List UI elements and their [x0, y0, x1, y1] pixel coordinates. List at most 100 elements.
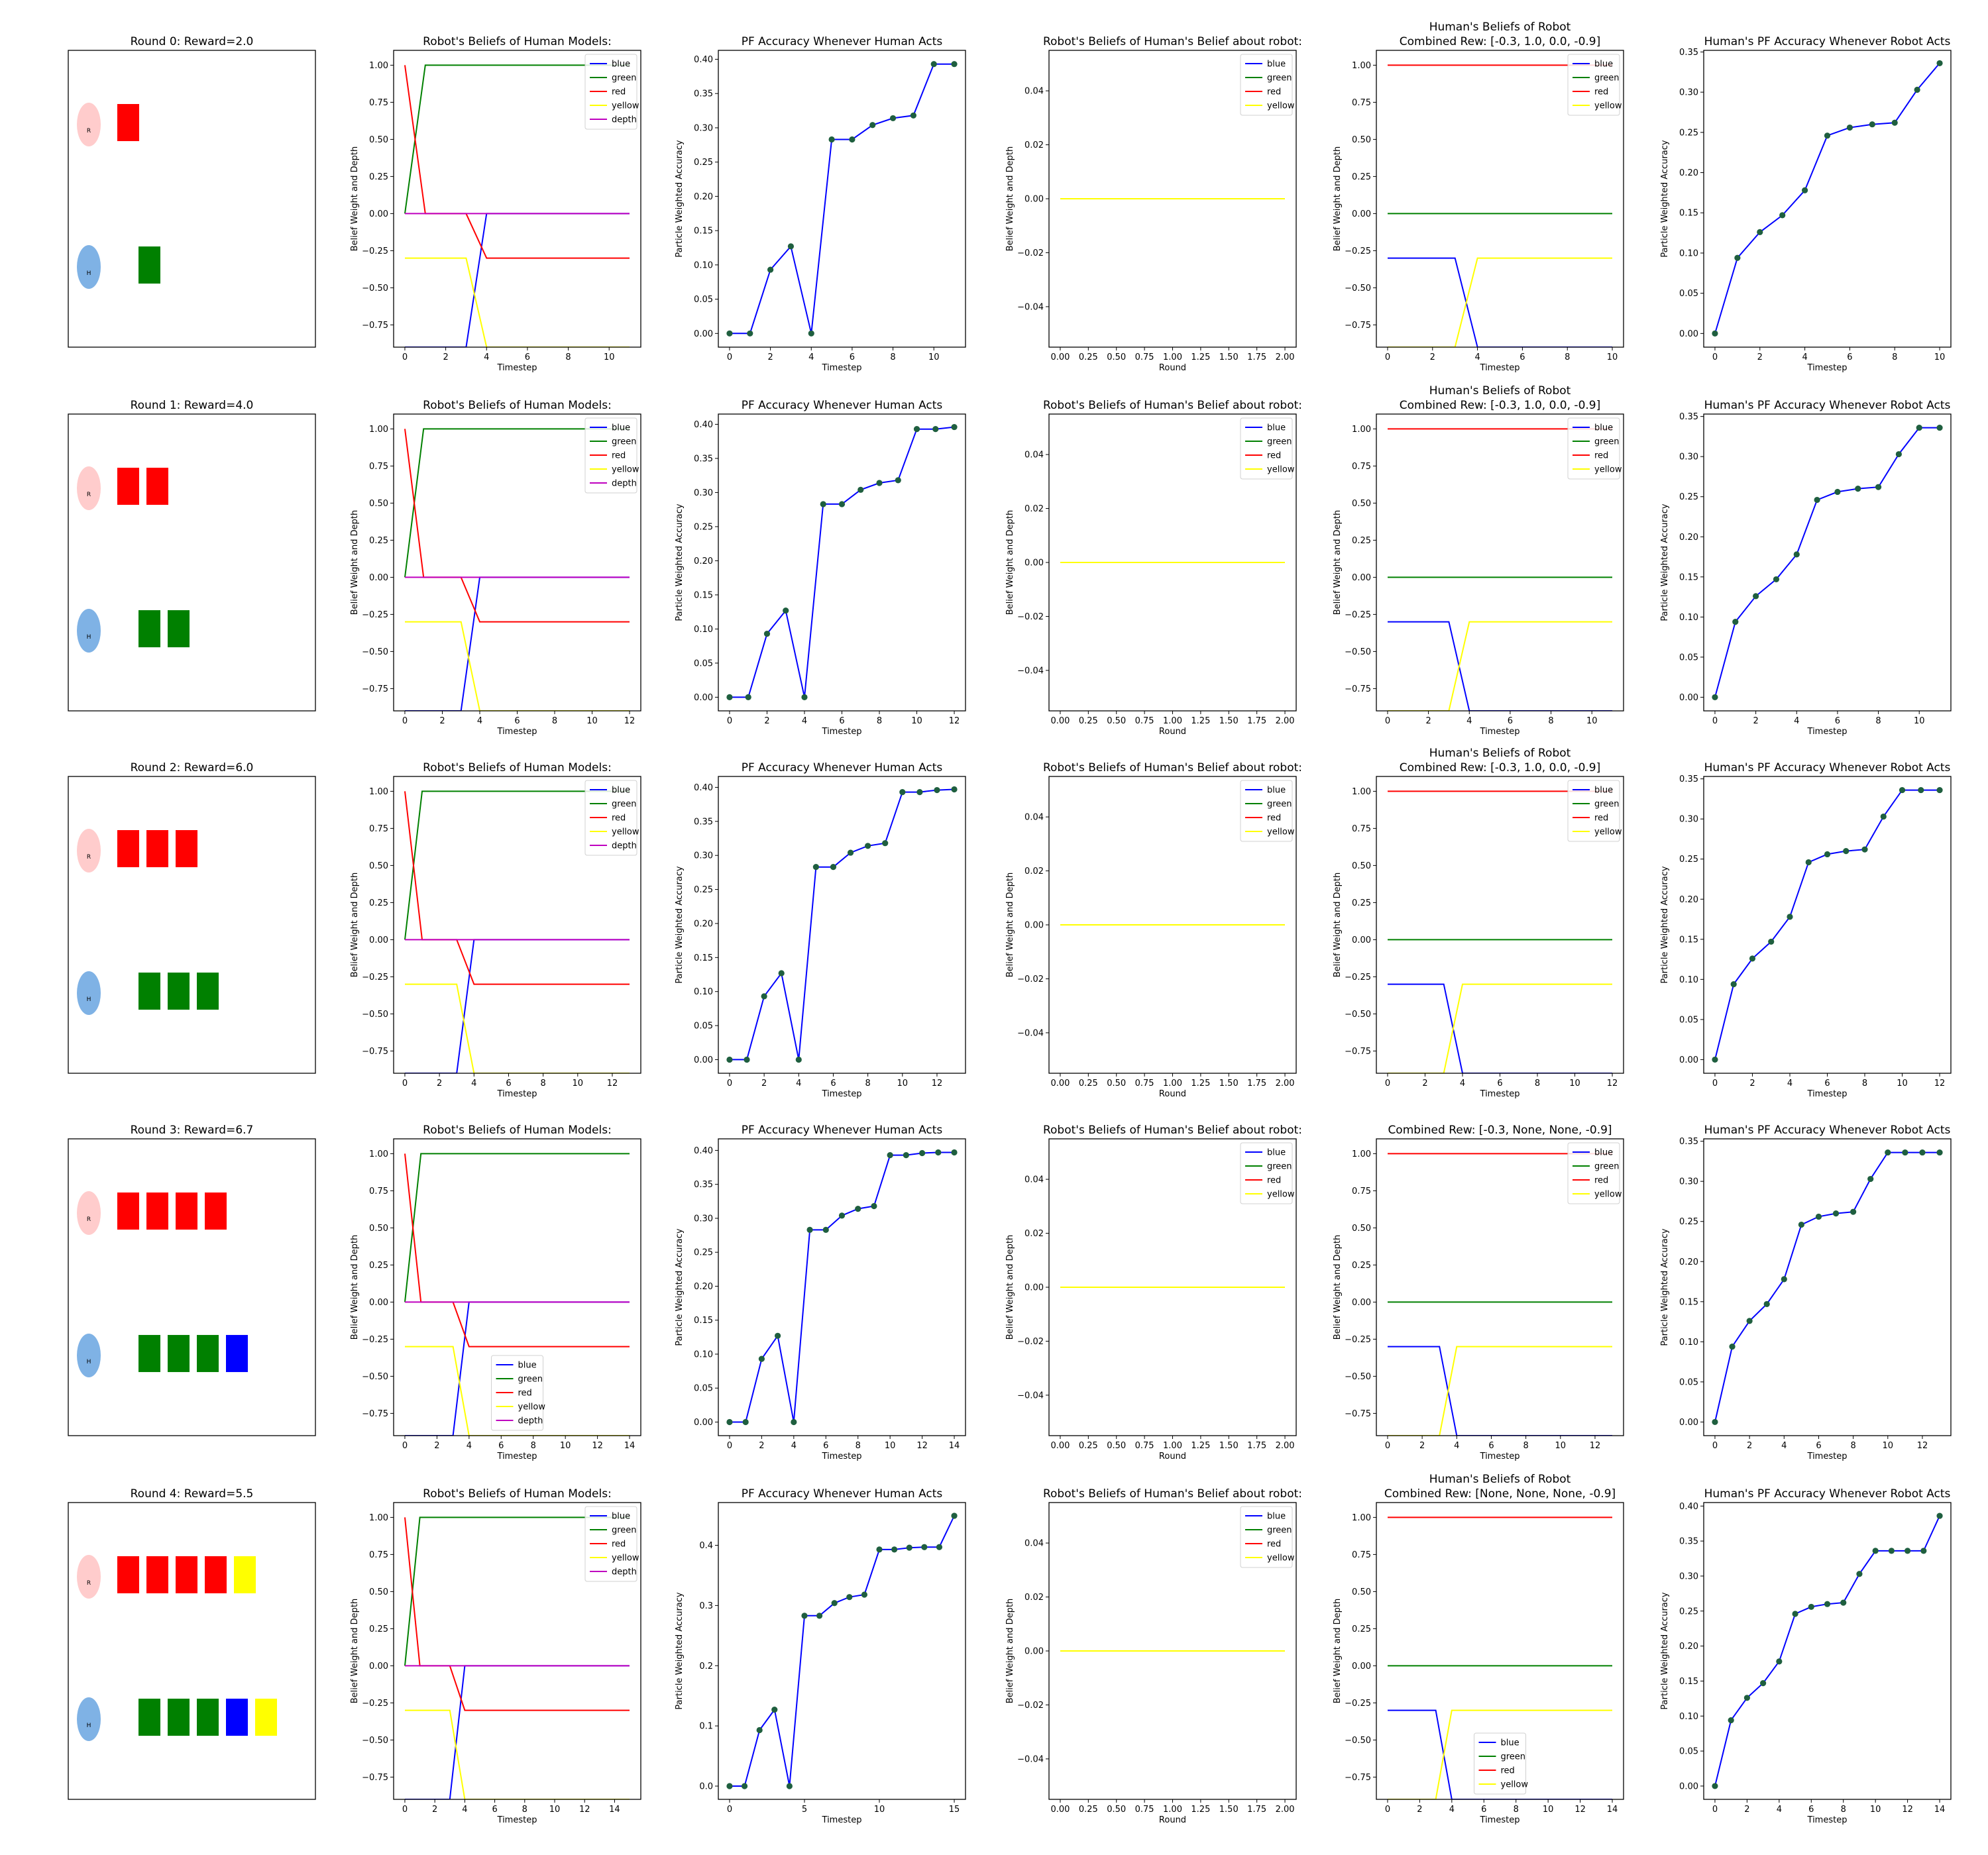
data-point: [1712, 1418, 1718, 1426]
data-point: [1867, 1175, 1874, 1183]
y-axis-label: Particle Weighted Accuracy: [1660, 866, 1670, 983]
y-tick-label: 0.40: [694, 783, 713, 793]
x-tick-label: 4: [1777, 1805, 1782, 1815]
y-tick-label: 0.20: [694, 1282, 713, 1292]
y-tick-label: 0.20: [1679, 168, 1698, 178]
legend-entry: green: [1267, 437, 1292, 447]
y-tick-label: 0.50: [369, 135, 388, 145]
x-tick-label: 12: [932, 1079, 943, 1088]
human-block-green: [138, 1699, 160, 1736]
y-tick-label: 0.20: [1679, 1642, 1698, 1652]
x-tick-label: 8: [540, 1079, 545, 1088]
human-block-green: [168, 610, 190, 648]
robot-block-red: [146, 830, 168, 867]
axes-frame: [718, 1502, 966, 1800]
y-tick-label: 0.10: [1679, 1712, 1698, 1722]
data-point: [951, 1149, 958, 1156]
legend: blue green red yellow: [1567, 54, 1622, 116]
x-tick-label: 1.50: [1219, 1441, 1239, 1451]
chart-title: Human's PF Accuracy Whenever Robot Acts: [1704, 761, 1951, 774]
x-tick-label: 0: [402, 1805, 408, 1815]
x-tick-label: 10: [1914, 716, 1925, 726]
data-point: [1919, 1149, 1926, 1156]
series-line-accuracy: [730, 1515, 955, 1787]
data-point: [1729, 1344, 1736, 1350]
x-tick-label: 1.75: [1247, 352, 1266, 362]
data-point: [935, 1149, 942, 1156]
x-axis-label: Timestep: [497, 1452, 537, 1461]
data-point: [951, 423, 958, 431]
y-tick-label: 0.75: [369, 1550, 388, 1560]
x-tick-label: 2: [439, 716, 445, 726]
legend-box: [584, 780, 637, 856]
y-tick-label: 0.50: [1352, 1224, 1371, 1234]
y-tick-label: 0.15: [1679, 1677, 1698, 1687]
robot-agent-circle-icon: [77, 1191, 101, 1235]
data-point: [1850, 1208, 1857, 1215]
data-point: [910, 112, 916, 119]
y-tick-label: 1.00: [369, 1149, 388, 1159]
x-tick-label: 6: [525, 352, 530, 362]
chart-title: Human's Beliefs of Robot: [1429, 21, 1571, 34]
y-tick-label: 0.00: [1352, 935, 1371, 945]
legend-entry: yellow: [612, 101, 639, 111]
y-tick-label: 0.00: [694, 1055, 713, 1065]
x-tick-label: 10: [897, 1079, 909, 1088]
x-tick-label: 2: [767, 352, 773, 362]
x-axis-label: Timestep: [497, 1089, 537, 1099]
y-tick-label: −0.75: [1345, 1409, 1371, 1419]
human-agent-circle-icon: [77, 971, 101, 1016]
axes-frame: [718, 50, 966, 348]
data-point: [1814, 496, 1820, 504]
legend-entry: yellow: [1267, 1190, 1295, 1200]
legend-entry: depth: [612, 479, 637, 489]
data-point: [951, 1512, 958, 1519]
y-tick-label: 0.15: [694, 590, 713, 600]
x-tick-label: 10: [1870, 1805, 1881, 1815]
y-tick-label: 0.30: [1679, 452, 1698, 462]
data-point: [801, 694, 808, 701]
series-line-blue: [1388, 621, 1612, 711]
y-tick-label: 0.02: [1024, 504, 1044, 514]
y-tick-label: 0.30: [694, 1214, 713, 1224]
y-tick-label: 1.00: [369, 61, 388, 71]
x-tick-label: 8: [856, 1441, 861, 1451]
y-tick-label: 0.20: [694, 192, 713, 202]
human-block-green: [138, 1335, 160, 1373]
data-point: [1792, 1611, 1798, 1617]
chart-title: Robot's Beliefs of Human's Belief about …: [1043, 761, 1302, 774]
data-point: [1824, 132, 1831, 139]
x-axis-label: Round: [1159, 1815, 1186, 1825]
x-tick-label: 4: [1787, 1079, 1793, 1088]
x-tick-label: 0.25: [1079, 1079, 1098, 1088]
x-tick-label: 0.00: [1050, 1805, 1070, 1815]
y-tick-label: 0.00: [369, 209, 388, 219]
x-tick-label: 4: [462, 1805, 467, 1815]
y-tick-label: 0.05: [694, 1384, 713, 1394]
x-tick-label: 10: [1555, 1441, 1567, 1451]
y-tick-label: 0.25: [1679, 492, 1698, 502]
data-point: [1872, 1548, 1879, 1554]
y-tick-label: 0.00: [694, 329, 713, 339]
x-tick-label: 1.75: [1247, 1805, 1266, 1815]
robot-label: R: [87, 128, 91, 134]
x-tick-label: 0: [727, 1805, 732, 1815]
x-tick-label: 2.00: [1276, 352, 1295, 362]
y-tick-label: 0.50: [1352, 1587, 1371, 1597]
x-tick-label: 10: [560, 1441, 571, 1451]
x-tick-label: 8: [1875, 716, 1881, 726]
legend-entry: blue: [1594, 786, 1613, 796]
x-axis-label: Timestep: [1807, 1452, 1848, 1461]
chart-title: Human's Beliefs of Robot: [1429, 384, 1571, 398]
x-tick-label: 10: [885, 1441, 896, 1451]
x-tick-label: 1.50: [1219, 1079, 1239, 1088]
data-point: [816, 1613, 823, 1619]
x-tick-label: 8: [1535, 1079, 1540, 1088]
x-tick-label: 4: [808, 352, 814, 362]
legend-box: [1567, 417, 1620, 480]
axes-frame: [1048, 1138, 1297, 1436]
robot-block-red: [117, 830, 139, 867]
scene-title: Round 1: Reward=4.0: [131, 399, 254, 412]
x-tick-label: 1.75: [1247, 1079, 1266, 1088]
y-axis-label: Belief Weight and Depth: [350, 873, 360, 977]
